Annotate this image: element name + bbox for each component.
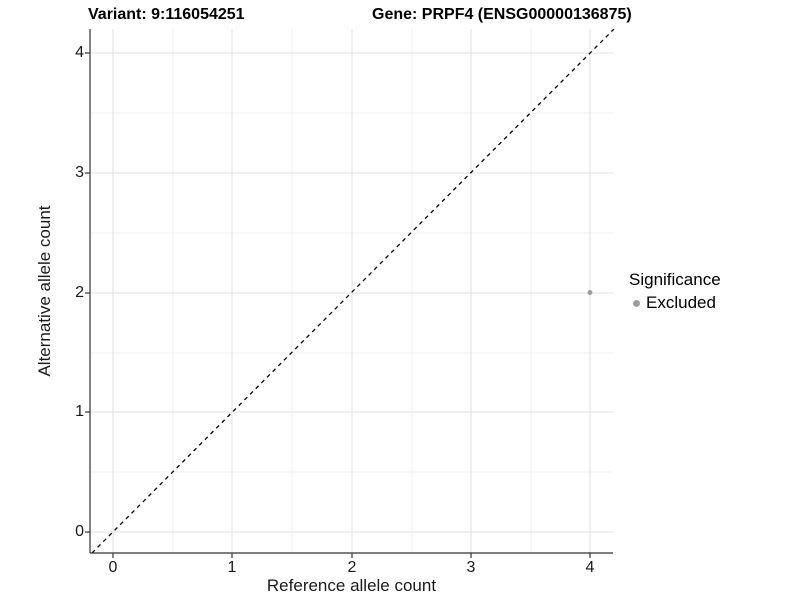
y-axis-title: Alternative allele count	[35, 205, 54, 377]
x-tick-label-0: 0	[108, 559, 118, 576]
legend-item-label: Excluded	[646, 293, 716, 312]
legend-title: Significance	[629, 270, 721, 289]
legend-item-excluded: Excluded	[629, 293, 789, 313]
data-point-excluded	[587, 290, 593, 295]
legend-dot-icon	[633, 299, 640, 307]
y-tick-marks	[85, 52, 90, 533]
identity-dashed-line	[91, 28, 615, 554]
y-tick-label-0: 0	[75, 523, 84, 540]
x-tick-label-3: 3	[466, 559, 476, 576]
y-tick-label-3: 3	[75, 164, 84, 181]
y-tick-label-1: 1	[75, 403, 84, 420]
gene-title: Gene: PRPF4 (ENSG00000136875)	[372, 6, 632, 23]
x-tick-label-4: 4	[585, 559, 595, 576]
x-tick-label-2: 2	[347, 559, 357, 576]
x-axis-title: Reference allele count	[266, 576, 437, 595]
y-tick-label-2: 2	[75, 284, 84, 301]
y-tick-label-4: 4	[75, 44, 84, 61]
legend: Significance Excluded	[629, 270, 789, 313]
x-tick-marks	[112, 553, 591, 558]
x-tick-label-1: 1	[227, 559, 237, 576]
variant-title: Variant: 9:116054251	[88, 6, 245, 23]
major-gridlines	[90, 29, 613, 553]
